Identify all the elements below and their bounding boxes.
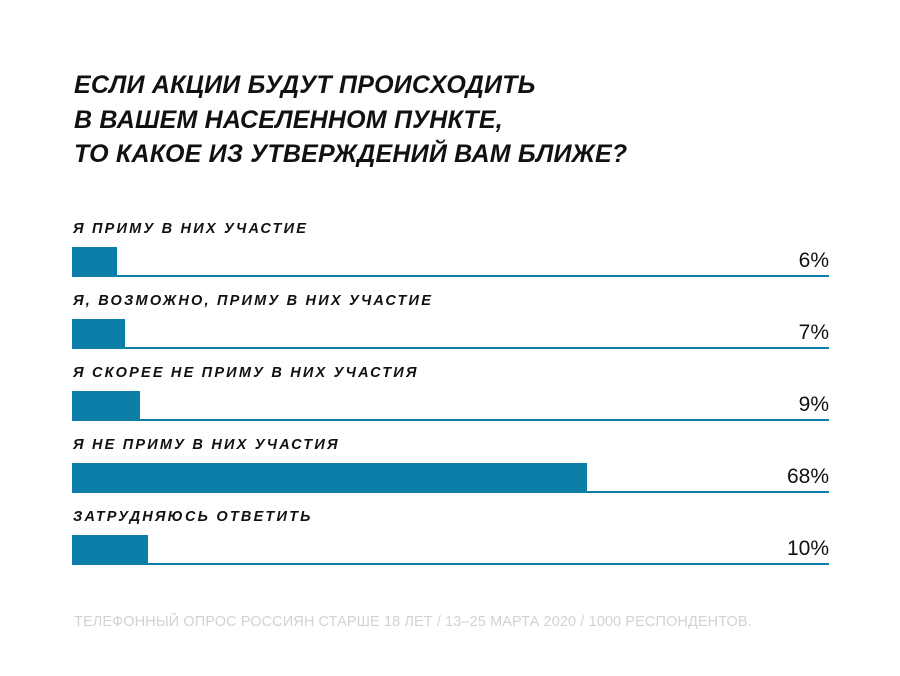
value-label: 10% [786, 537, 829, 560]
bar [72, 463, 587, 493]
category-label: Я ПРИМУ В НИХ УЧАСТИЕ [73, 221, 309, 237]
category-label: ЗАТРУДНЯЮСЬ ОТВЕТИТЬ [73, 509, 313, 525]
value-label: 68% [786, 465, 829, 488]
bar [72, 247, 118, 277]
category-label: Я, ВОЗМОЖНО, ПРИМУ В НИХ УЧАСТИЕ [73, 293, 434, 309]
value-label: 7% [798, 321, 829, 344]
value-label: 6% [798, 249, 829, 272]
bar-row: ЗАТРУДНЯЮСЬ ОТВЕТИТЬ 10% [72, 508, 829, 568]
chart-title-line: ЕСЛИ АКЦИИ БУДУТ ПРОИСХОДИТЬ [74, 71, 536, 99]
bar-track: 9% [72, 391, 829, 421]
survey-footnote: ТЕЛЕФОННЫЙ ОПРОС РОССИЯН СТАРШЕ 18 ЛЕТ /… [74, 614, 752, 630]
bar-track: 6% [72, 247, 829, 277]
chart-title-line: В ВАШЕМ НАСЕЛЕННОМ ПУНКТЕ, [74, 105, 503, 134]
bar-track: 68% [72, 463, 829, 493]
chart-title: ЕСЛИ АКЦИИ БУДУТ ПРОИСХОДИТЬ В ВАШЕМ НАС… [74, 68, 774, 172]
bar-row: Я ПРИМУ В НИХ УЧАСТИЕ 6% [72, 220, 829, 280]
bar-row: Я СКОРЕЕ НЕ ПРИМУ В НИХ УЧАСТИЯ 9% [72, 364, 829, 424]
value-label: 9% [798, 393, 829, 416]
bar-track: 10% [72, 535, 829, 565]
bar-row: Я, ВОЗМОЖНО, ПРИМУ В НИХ УЧАСТИЕ 7% [72, 292, 829, 352]
bar [72, 319, 125, 349]
bar [72, 391, 141, 421]
bar-row: Я НЕ ПРИМУ В НИХ УЧАСТИЯ 68% [72, 436, 829, 496]
bar-track: 7% [72, 319, 829, 349]
category-label: Я СКОРЕЕ НЕ ПРИМУ В НИХ УЧАСТИЯ [73, 365, 419, 381]
bar [72, 535, 148, 565]
category-label: Я НЕ ПРИМУ В НИХ УЧАСТИЯ [73, 437, 340, 453]
chart-title-line: ТО КАКОЕ ИЗ УТВЕРЖДЕНИЙ ВАМ БЛИЖЕ? [74, 140, 628, 168]
